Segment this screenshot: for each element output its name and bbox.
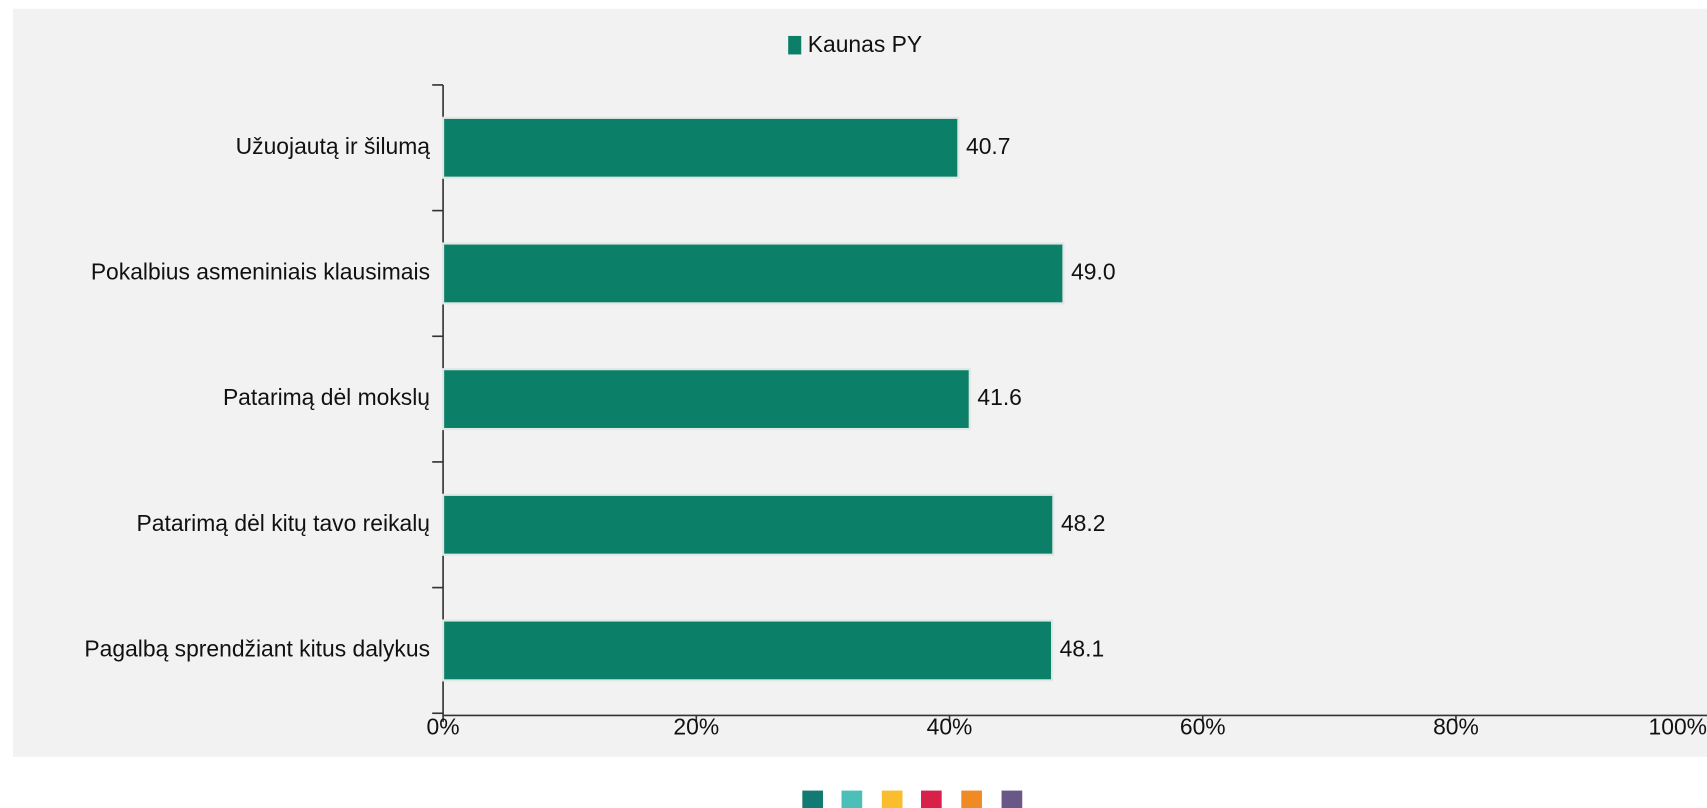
- category-label: Užuojautą ir šilumą: [236, 133, 431, 159]
- palette-swatch[interactable]: [841, 790, 863, 808]
- bar: [441, 368, 971, 431]
- x-tick-label: 60%: [1180, 714, 1226, 740]
- palette-swatch[interactable]: [1001, 790, 1023, 808]
- palette-swatch[interactable]: [802, 790, 824, 808]
- value-label: 48.1: [1060, 635, 1104, 661]
- palette-swatch[interactable]: [881, 790, 903, 808]
- value-label: 48.2: [1061, 510, 1105, 536]
- category-label: Patarimą dėl mokslų: [223, 384, 430, 410]
- legend-label: Kaunas PY: [808, 31, 922, 57]
- bar: [441, 493, 1055, 556]
- category-label: Patarimą dėl kitų tavo reikalų: [137, 510, 430, 536]
- bar: [441, 116, 960, 179]
- category-label: Pokalbius asmeniniais klausimais: [91, 258, 430, 284]
- value-label: 49.0: [1071, 258, 1115, 284]
- category-label: Pagalbą sprendžiant kitus dalykus: [84, 635, 430, 661]
- palette: [802, 790, 1023, 808]
- x-tick-label: 40%: [927, 714, 973, 740]
- x-tick-label: 0%: [427, 714, 460, 740]
- x-tick-label: 80%: [1433, 714, 1479, 740]
- palette-swatch[interactable]: [961, 790, 982, 808]
- palette-swatch[interactable]: [920, 790, 942, 808]
- x-tick-label: 100%: [1649, 714, 1707, 740]
- bar: [441, 619, 1054, 682]
- value-label: 41.6: [977, 384, 1021, 410]
- x-tick-label: 20%: [673, 714, 719, 740]
- legend-swatch: [788, 35, 802, 55]
- value-label: 40.7: [966, 133, 1010, 159]
- bar: [441, 242, 1065, 305]
